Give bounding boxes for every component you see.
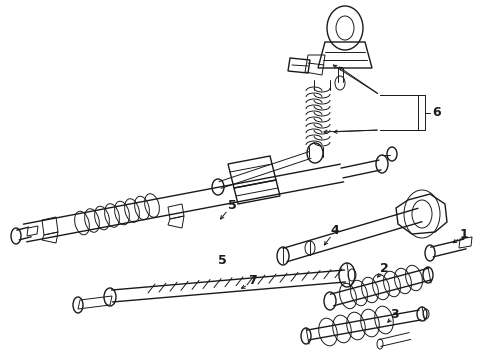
Text: 5: 5 <box>218 253 226 266</box>
Text: 6: 6 <box>432 105 441 118</box>
Text: 2: 2 <box>380 261 389 274</box>
Text: 5: 5 <box>228 198 237 212</box>
Text: 1: 1 <box>460 228 469 240</box>
Text: 7: 7 <box>248 274 257 287</box>
Text: 4: 4 <box>330 224 339 237</box>
Text: 3: 3 <box>390 307 399 320</box>
